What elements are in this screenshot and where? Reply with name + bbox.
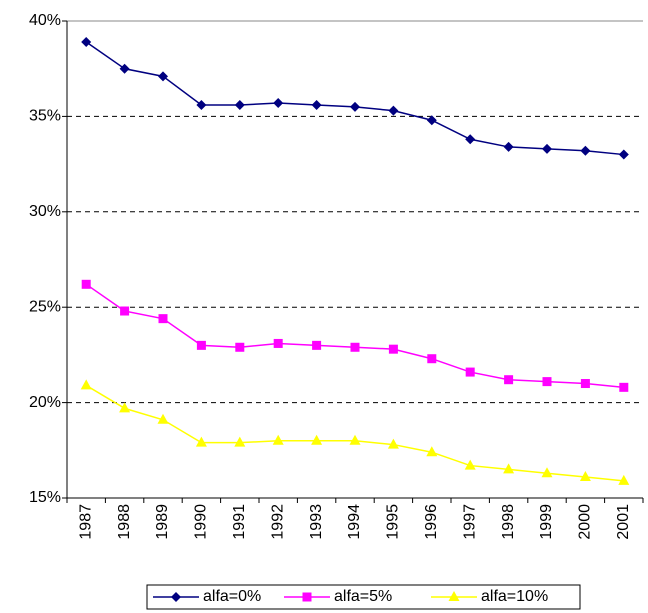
marker (387, 438, 399, 449)
x-tick-label: 1995 (385, 504, 402, 540)
legend-label: alfa=0% (203, 588, 261, 605)
x-tick-label: 1990 (193, 504, 210, 540)
marker (311, 434, 323, 445)
x-tick-label: 1987 (77, 504, 94, 540)
marker (426, 115, 437, 126)
marker (196, 340, 206, 350)
marker (273, 98, 284, 109)
legend: alfa=0% alfa=5% alfa=10% (146, 584, 581, 610)
marker (195, 436, 207, 447)
marker (580, 145, 591, 156)
x-tick-label: 1994 (346, 504, 363, 540)
marker (503, 141, 514, 152)
marker (273, 338, 283, 348)
marker (350, 101, 360, 112)
series-line (85, 283, 624, 389)
marker (464, 459, 476, 470)
marker (542, 143, 552, 154)
x-tick-label: 2001 (615, 504, 632, 540)
x-tick-label: 1989 (154, 504, 171, 540)
marker (618, 474, 630, 485)
marker (312, 340, 322, 350)
marker (272, 434, 284, 445)
x-tick-label: 1992 (269, 504, 286, 540)
marker (234, 99, 245, 110)
marker (618, 149, 629, 160)
marker (311, 99, 322, 110)
marker (579, 471, 591, 482)
marker (503, 463, 515, 474)
marker (580, 379, 590, 389)
marker (235, 342, 245, 352)
marker (388, 344, 398, 354)
x-tick-label: 1998 (500, 504, 517, 540)
x-tick-label: 1997 (461, 504, 478, 540)
marker (119, 402, 131, 413)
marker (465, 134, 476, 145)
y-tick-label: 40% (29, 12, 61, 29)
x-tick-label: 1988 (116, 504, 133, 540)
marker (157, 413, 169, 424)
marker (158, 314, 168, 324)
x-tick-label: 1999 (538, 504, 555, 540)
legend-box (146, 584, 581, 610)
legend-label: alfa=5% (334, 588, 392, 605)
marker (81, 279, 91, 289)
marker (349, 434, 361, 445)
marker (81, 36, 92, 47)
marker (388, 105, 399, 116)
marker (158, 71, 168, 82)
marker (542, 377, 552, 387)
x-tick-label: 1996 (423, 504, 440, 540)
series-line (85, 384, 624, 482)
marker (119, 63, 130, 74)
marker (234, 436, 246, 447)
marker (465, 367, 475, 377)
x-tick-label: 2000 (577, 504, 594, 540)
y-tick-label: 30% (29, 203, 61, 220)
marker (120, 306, 130, 316)
x-tick-label: 1991 (231, 504, 248, 540)
marker (302, 592, 312, 602)
y-tick-label: 35% (29, 108, 61, 125)
marker (426, 446, 438, 457)
marker (448, 591, 460, 601)
x-tick-label: 1993 (308, 504, 325, 540)
marker (504, 375, 514, 385)
marker (427, 354, 437, 364)
y-tick-label: 15% (29, 489, 61, 506)
series-line (85, 41, 624, 156)
marker (196, 99, 207, 110)
marker (541, 467, 553, 478)
marker (350, 342, 360, 352)
legend-label: alfa=10% (481, 588, 548, 605)
marker (619, 382, 629, 392)
marker (171, 592, 181, 602)
y-tick-label: 20% (29, 394, 61, 411)
y-tick-label: 25% (29, 298, 61, 315)
marker (80, 379, 92, 390)
